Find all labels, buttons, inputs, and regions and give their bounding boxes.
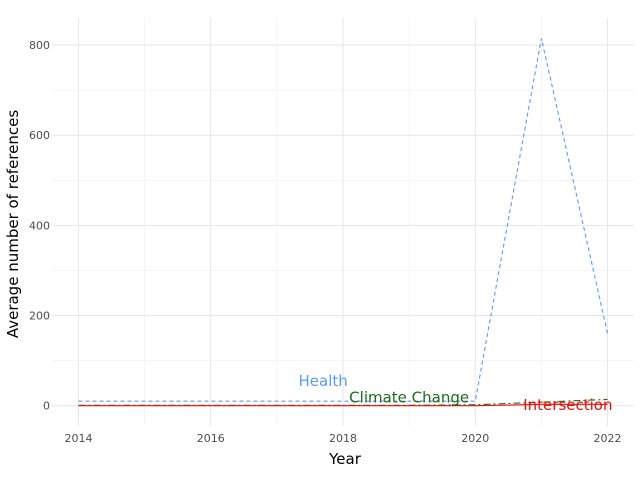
series-label-intersection: Intersection <box>523 396 612 414</box>
series-line-climate-change <box>78 398 608 406</box>
y-axis-title: Average number of references <box>4 110 22 339</box>
series-lines <box>78 38 609 407</box>
x-tick-label: 2020 <box>461 432 489 445</box>
series-label-climate-change: Climate Change <box>349 389 469 407</box>
y-tick-label: 400 <box>29 219 50 232</box>
major-gridlines <box>52 18 634 426</box>
series-label-health: Health <box>299 372 348 390</box>
y-tick-label: 800 <box>29 39 50 52</box>
x-axis-title: Year <box>328 450 362 468</box>
y-tick-label: 0 <box>43 400 50 413</box>
y-tick-labels: 0 200 400 600 800 <box>29 39 50 413</box>
y-tick-label: 600 <box>29 129 50 142</box>
series-line-intersection <box>78 403 608 407</box>
x-tick-labels: 2014 2016 2018 2020 2022 <box>64 432 621 445</box>
x-tick-label: 2022 <box>594 432 622 445</box>
x-tick-label: 2018 <box>329 432 357 445</box>
x-tick-label: 2016 <box>197 432 225 445</box>
x-tick-label: 2014 <box>64 432 92 445</box>
y-tick-label: 200 <box>29 310 50 323</box>
